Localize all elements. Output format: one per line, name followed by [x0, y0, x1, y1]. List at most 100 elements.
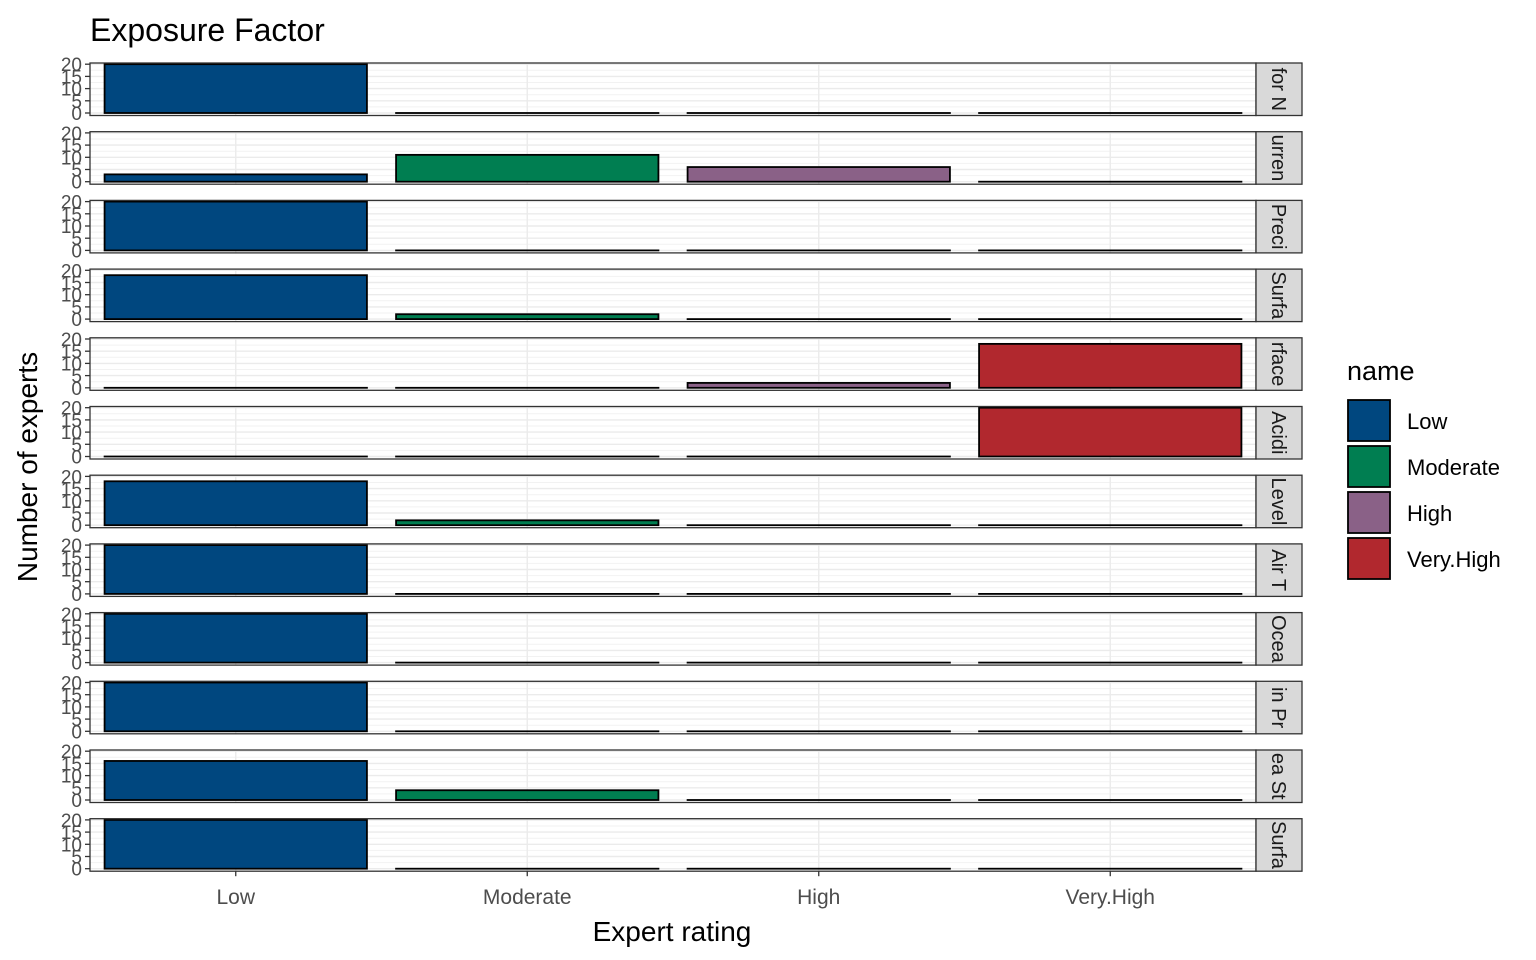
- bar-low: [103, 819, 368, 870]
- y-tick-label: 15: [61, 205, 82, 226]
- y-tick-label: 10: [61, 698, 82, 719]
- bar-moderate: [395, 789, 660, 801]
- y-tick-label: 15: [61, 617, 82, 638]
- y-tick-label: 15: [61, 754, 82, 775]
- bar-low: [103, 480, 368, 527]
- y-tick-label: 15: [61, 686, 82, 707]
- y-tick-label: 20: [61, 605, 82, 626]
- y-tick-label: 20: [61, 193, 82, 214]
- y-tick-label: 10: [61, 286, 82, 307]
- legend-key-very-high: [1347, 537, 1391, 580]
- bar-low: [103, 173, 368, 183]
- y-tick-label: 5: [71, 641, 82, 662]
- y-tick-label: 10: [61, 354, 82, 375]
- facet-strip-label: Surfa: [1267, 271, 1289, 320]
- y-tick-label: 15: [61, 274, 82, 295]
- legend-label: Low: [1407, 409, 1447, 434]
- y-tick-label: 0: [71, 860, 82, 881]
- y-tick-label: 20: [61, 742, 82, 763]
- x-tick-label: Moderate: [483, 886, 572, 909]
- y-tick-label: 10: [61, 835, 82, 856]
- y-tick-label: 10: [61, 423, 82, 444]
- y-tick-label: 0: [71, 654, 82, 675]
- y-tick-label: 10: [61, 80, 82, 101]
- bar-moderate: [395, 313, 660, 321]
- legend-key-high: [1347, 491, 1391, 534]
- bar-low: [103, 612, 368, 664]
- facet-strip: [1255, 337, 1303, 391]
- y-tick-label: 5: [71, 710, 82, 731]
- y-tick-label: 0: [71, 791, 82, 812]
- legend-title: name: [1347, 356, 1415, 386]
- y-tick-label: 20: [61, 330, 82, 351]
- bar-high: [686, 166, 951, 183]
- facet-strip-label: urren: [1267, 135, 1289, 182]
- y-tick-label: 20: [61, 811, 82, 832]
- facet-strip-label: Air T: [1267, 549, 1289, 591]
- facet-strip-label: for N: [1267, 68, 1289, 111]
- legend-label: Very.High: [1407, 547, 1501, 572]
- facet-strip-label: Acidi: [1267, 411, 1289, 454]
- y-tick-label: 5: [71, 298, 82, 319]
- y-tick-label: 15: [61, 480, 82, 501]
- facet-strip: [1255, 680, 1303, 735]
- y-tick-label: 0: [71, 516, 82, 537]
- bar-moderate: [395, 153, 660, 183]
- facet-strip: [1255, 62, 1303, 117]
- y-tick-label: 20: [61, 399, 82, 420]
- y-tick-label: 0: [71, 585, 82, 606]
- y-tick-label: 0: [71, 104, 82, 125]
- legend-key-low: [1347, 399, 1391, 442]
- y-tick-label: 5: [71, 435, 82, 456]
- y-tick-label: 10: [61, 217, 82, 238]
- x-tick-label: High: [797, 886, 840, 909]
- y-tick-label: 5: [71, 504, 82, 525]
- facet-strip: [1255, 268, 1303, 323]
- y-tick-label: 5: [71, 573, 82, 594]
- bar-low: [103, 544, 368, 595]
- bar-very-high: [978, 406, 1243, 458]
- y-tick-label: 5: [71, 367, 82, 388]
- y-tick-label: 0: [71, 173, 82, 194]
- y-tick-label: 5: [71, 779, 82, 800]
- x-tick-label: Low: [216, 886, 255, 909]
- y-tick-label: 20: [61, 467, 82, 488]
- legend-label: Moderate: [1407, 455, 1500, 480]
- facet-strip-label: rface: [1267, 342, 1289, 386]
- chart-title: Exposure Factor: [90, 12, 325, 48]
- y-tick-label: 15: [61, 67, 82, 88]
- y-tick-label: 15: [61, 548, 82, 569]
- y-axis-title: Number of experts: [12, 352, 43, 582]
- y-tick-label: 5: [71, 161, 82, 182]
- facet-strip-label: Surfa: [1267, 821, 1289, 870]
- facet-strip: [1255, 405, 1303, 460]
- y-tick-label: 10: [61, 561, 82, 582]
- legend-label: High: [1407, 501, 1452, 526]
- facet-strip: [1255, 543, 1303, 598]
- y-tick-label: 0: [71, 379, 82, 400]
- bar-low: [103, 200, 368, 252]
- y-tick-label: 20: [61, 674, 82, 695]
- facet-strip-label: Preci: [1267, 204, 1289, 250]
- y-tick-label: 20: [61, 124, 82, 145]
- y-tick-label: 20: [61, 261, 82, 282]
- y-tick-label: 0: [71, 448, 82, 469]
- legend-key-moderate: [1347, 445, 1391, 488]
- x-axis-title: Expert rating: [593, 916, 752, 947]
- y-tick-label: 5: [71, 848, 82, 869]
- y-tick-label: 15: [61, 136, 82, 157]
- bar-low: [103, 681, 368, 733]
- facet-strip: [1255, 131, 1303, 185]
